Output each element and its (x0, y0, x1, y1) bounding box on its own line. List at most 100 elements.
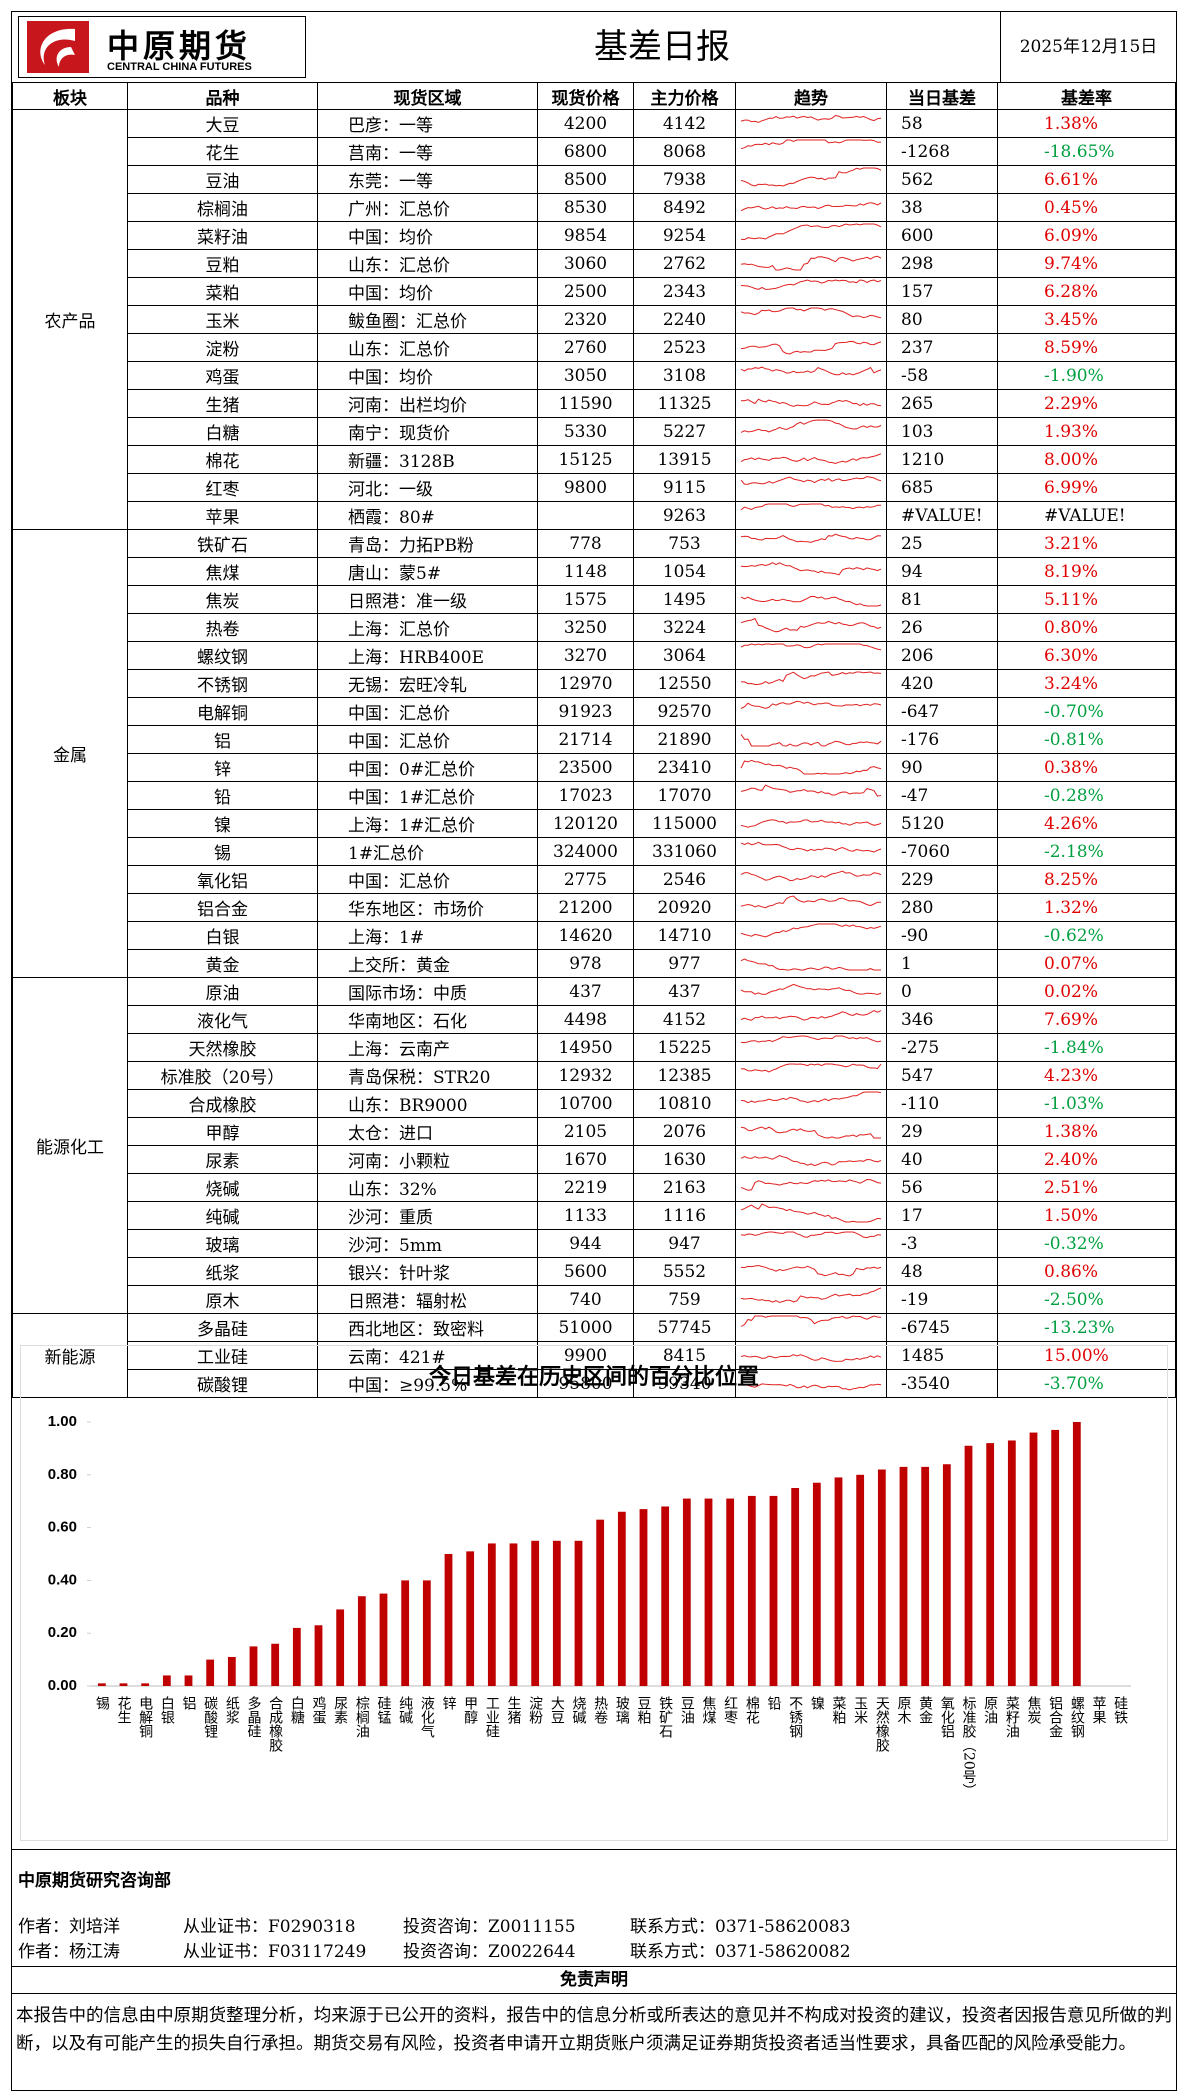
variety-cell: 镍 (127, 809, 318, 838)
bar (617, 1511, 626, 1686)
bar (769, 1495, 778, 1686)
author-field: 从业证书：F0290318 (183, 1917, 356, 1937)
spot-price-cell: 3270 (537, 641, 634, 670)
bar (292, 1627, 301, 1686)
table-row: 焦炭 日照港：准一级 1575 1495 81 5.11% (13, 585, 1176, 614)
sparkline-line (740, 1063, 882, 1073)
spot-region-cell: 南宁：现货价 (317, 417, 538, 446)
table-row: 菜粕 中国：均价 2500 2343 157 6.28% (13, 277, 1176, 306)
main-price-cell: 437 (633, 977, 736, 1006)
variety-cell: 锡 (127, 837, 318, 866)
x-tick-label: 白银 (159, 1696, 175, 1724)
sparkline-line (740, 1178, 882, 1191)
table-row: 螺纹钢 上海：HRB400E 3270 3064 206 6.30% (13, 641, 1176, 670)
variety-cell: 原油 (127, 977, 318, 1006)
sparkline (740, 533, 882, 543)
sector-cell: 新能源 (12, 1313, 128, 1398)
basis-cell: 562 (886, 165, 998, 194)
sparkline (740, 1231, 882, 1239)
bar (899, 1466, 908, 1686)
main-price-cell: 8492 (633, 193, 736, 222)
spot-region-cell: 山东：BR9000 (317, 1089, 538, 1118)
basis-cell: 685 (886, 473, 998, 502)
sparkline (740, 255, 882, 271)
spot-price-cell: 740 (537, 1285, 634, 1314)
sparkline-line (740, 1155, 882, 1167)
spot-region-cell: 唐山：蒙5# (317, 557, 538, 586)
table-row: 不锈钢 无锡：宏旺冷轧 12970 12550 420 3.24% (13, 669, 1176, 698)
main-price-cell: 12385 (633, 1061, 736, 1090)
trend-cell (735, 1313, 887, 1342)
sparkline (740, 671, 882, 686)
basis-cell: #VALUE! (886, 501, 998, 530)
table-row: 焦煤 唐山：蒙5# 1148 1054 94 8.19% (13, 557, 1176, 586)
bar (336, 1609, 345, 1686)
main-price-cell: 2076 (633, 1117, 736, 1146)
basis-rate-cell: 8.59% (997, 333, 1176, 362)
variety-cell: 黄金 (127, 949, 318, 978)
spot-price-cell: 2105 (537, 1117, 634, 1146)
y-tick-label: 0.60 (48, 1519, 77, 1536)
x-tick-label: 标准胶（20号） (961, 1696, 977, 1798)
basis-cell: 81 (886, 585, 998, 614)
trend-cell (735, 277, 887, 306)
sparkline-line (740, 279, 882, 290)
x-tick-label: 液化气 (419, 1696, 435, 1738)
spot-region-cell: 山东：汇总价 (317, 249, 538, 278)
sparkline (740, 398, 882, 407)
spot-price-cell: 14620 (537, 921, 634, 950)
disclaimer-text: 本报告中的信息由中原期货整理分析，均来源于已公开的资料，报告中的信息分析或所表达… (16, 2006, 1172, 2054)
variety-cell: 天然橡胶 (127, 1033, 318, 1062)
table-row: 生猪 河南：出栏均价 11590 11325 265 2.29% (13, 389, 1176, 418)
table-row: 纸浆 银兴：针叶浆 5600 5552 48 0.86% (13, 1257, 1176, 1286)
variety-cell: 螺纹钢 (127, 641, 318, 670)
bar (206, 1659, 215, 1686)
sparkline (740, 503, 882, 511)
sparkline-line (740, 1315, 882, 1327)
spot-region-cell: 中国：汇总价 (317, 725, 538, 754)
sector-cell: 金属 (12, 529, 128, 978)
trend-cell (735, 753, 887, 782)
sparkline (740, 475, 882, 485)
main-price-cell: 5552 (633, 1257, 736, 1286)
table-row: 热卷 上海：汇总价 3250 3224 26 0.80% (13, 613, 1176, 642)
variety-cell: 玉米 (127, 305, 318, 334)
variety-cell: 热卷 (127, 613, 318, 642)
logo-icon (27, 21, 89, 73)
basis-rate-cell: 5.11% (997, 585, 1176, 614)
sparkline-line (740, 958, 881, 971)
bar (249, 1646, 258, 1686)
spot-region-cell: 山东：汇总价 (317, 333, 538, 362)
main-price-cell: 2240 (633, 305, 736, 334)
trend-cell (735, 361, 887, 390)
bar (119, 1683, 128, 1686)
sparkline-line (740, 1231, 882, 1239)
sparkline (740, 1155, 882, 1167)
basis-cell: -3540 (886, 1369, 998, 1398)
x-tick-label: 铅 (766, 1696, 782, 1710)
spot-region-cell: 中国：均价 (317, 361, 538, 390)
spot-price-cell: 2775 (537, 865, 634, 894)
sparkline-line (740, 139, 882, 150)
main-price-cell: 12550 (633, 669, 736, 698)
table-row: 氧化铝 中国：汇总价 2775 2546 229 8.25% (13, 865, 1176, 894)
spot-region-cell: 上海：1# (317, 921, 538, 950)
table-row: 花生 莒南：一等 6800 8068 -1268 -18.65% (13, 137, 1176, 166)
sparkline-line (740, 475, 882, 485)
sparkline (740, 562, 882, 576)
spot-region-cell: 国际市场：中质 (317, 977, 538, 1006)
sparkline-line (740, 784, 882, 797)
trend-cell (735, 137, 887, 166)
report: 中原期货 CENTRAL CHINA FUTURES 基差日报 2025年12月… (11, 11, 1177, 2091)
table-row: 白糖 南宁：现货价 5330 5227 103 1.93% (13, 417, 1176, 446)
trend-cell (735, 1145, 887, 1174)
spot-region-cell: 上海：汇总价 (317, 613, 538, 642)
variety-cell: 氧化铝 (127, 865, 318, 894)
basis-cell: -47 (886, 781, 998, 810)
trend-cell (735, 109, 887, 138)
basis-rate-cell: 8.19% (997, 557, 1176, 586)
main-price-cell: 10810 (633, 1089, 736, 1118)
x-tick-label: 棉花 (744, 1695, 760, 1725)
basis-cell: 5120 (886, 809, 998, 838)
main-price-cell: 3108 (633, 361, 736, 390)
